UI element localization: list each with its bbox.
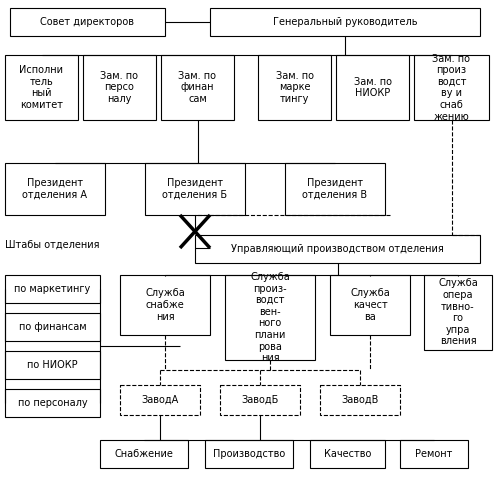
Text: Служба
опера
тивно-
го
упра
вления: Служба опера тивно- го упра вления xyxy=(438,278,478,347)
Text: Служба
снабже
ния: Служба снабже ния xyxy=(145,288,185,322)
Text: Штабы отделения: Штабы отделения xyxy=(5,240,100,250)
Bar xyxy=(5,275,100,303)
Text: по маркетингу: по маркетингу xyxy=(14,284,90,294)
Bar xyxy=(414,55,489,120)
Bar xyxy=(320,385,400,415)
Text: Ремонт: Ремонт xyxy=(416,449,453,459)
Text: по НИОКР: по НИОКР xyxy=(27,360,78,370)
Bar xyxy=(310,440,385,468)
Bar xyxy=(330,275,410,335)
Text: Президент
отделения В: Президент отделения В xyxy=(302,178,368,200)
Text: Зам. по
финан
сам: Зам. по финан сам xyxy=(178,71,216,104)
Text: Снабжение: Снабжение xyxy=(114,449,174,459)
Bar xyxy=(145,163,245,215)
Text: Зам. по
НИОКР: Зам. по НИОКР xyxy=(354,77,392,98)
Text: ЗаводВ: ЗаводВ xyxy=(342,395,378,405)
Text: Президент
отделения А: Президент отделения А xyxy=(22,178,88,200)
Text: Производство: Производство xyxy=(213,449,285,459)
Bar xyxy=(120,385,200,415)
Bar xyxy=(220,385,300,415)
Bar xyxy=(100,440,188,468)
Bar xyxy=(5,163,105,215)
Bar xyxy=(5,313,100,341)
Text: Управляющий производством отделения: Управляющий производством отделения xyxy=(231,244,444,254)
Text: Зам. по
персо
налу: Зам. по персо налу xyxy=(100,71,138,104)
Text: ЗаводА: ЗаводА xyxy=(142,395,178,405)
Text: Зам. по
произ
водст
ву и
снаб
жению: Зам. по произ водст ву и снаб жению xyxy=(432,53,470,121)
Text: ЗаводБ: ЗаводБ xyxy=(242,395,279,405)
Bar xyxy=(195,235,480,263)
Text: Совет директоров: Совет директоров xyxy=(40,17,134,27)
Bar xyxy=(285,163,385,215)
Text: Служба
произ-
водст
вен-
ного
плани
рова
ния: Служба произ- водст вен- ного плани рова… xyxy=(250,272,290,363)
Bar xyxy=(225,275,315,360)
Bar xyxy=(424,275,492,350)
Bar xyxy=(5,351,100,379)
Bar xyxy=(5,55,78,120)
Bar xyxy=(120,275,210,335)
Text: Служба
качест
ва: Служба качест ва xyxy=(350,288,390,322)
Text: по финансам: по финансам xyxy=(18,322,86,332)
Bar xyxy=(205,440,293,468)
Bar xyxy=(400,440,468,468)
Text: Исполни
тель
ный
комитет: Исполни тель ный комитет xyxy=(20,65,64,110)
Text: по персоналу: по персоналу xyxy=(18,398,87,408)
Text: Генеральный руководитель: Генеральный руководитель xyxy=(273,17,417,27)
Bar xyxy=(5,389,100,417)
Bar xyxy=(83,55,156,120)
Text: Президент
отделения Б: Президент отделения Б xyxy=(162,178,228,200)
Bar xyxy=(161,55,234,120)
Bar xyxy=(210,8,480,36)
Text: Качество: Качество xyxy=(324,449,371,459)
Bar xyxy=(10,8,165,36)
Text: Зам. по
марке
тингу: Зам. по марке тингу xyxy=(276,71,314,104)
Bar xyxy=(336,55,409,120)
Bar xyxy=(258,55,331,120)
